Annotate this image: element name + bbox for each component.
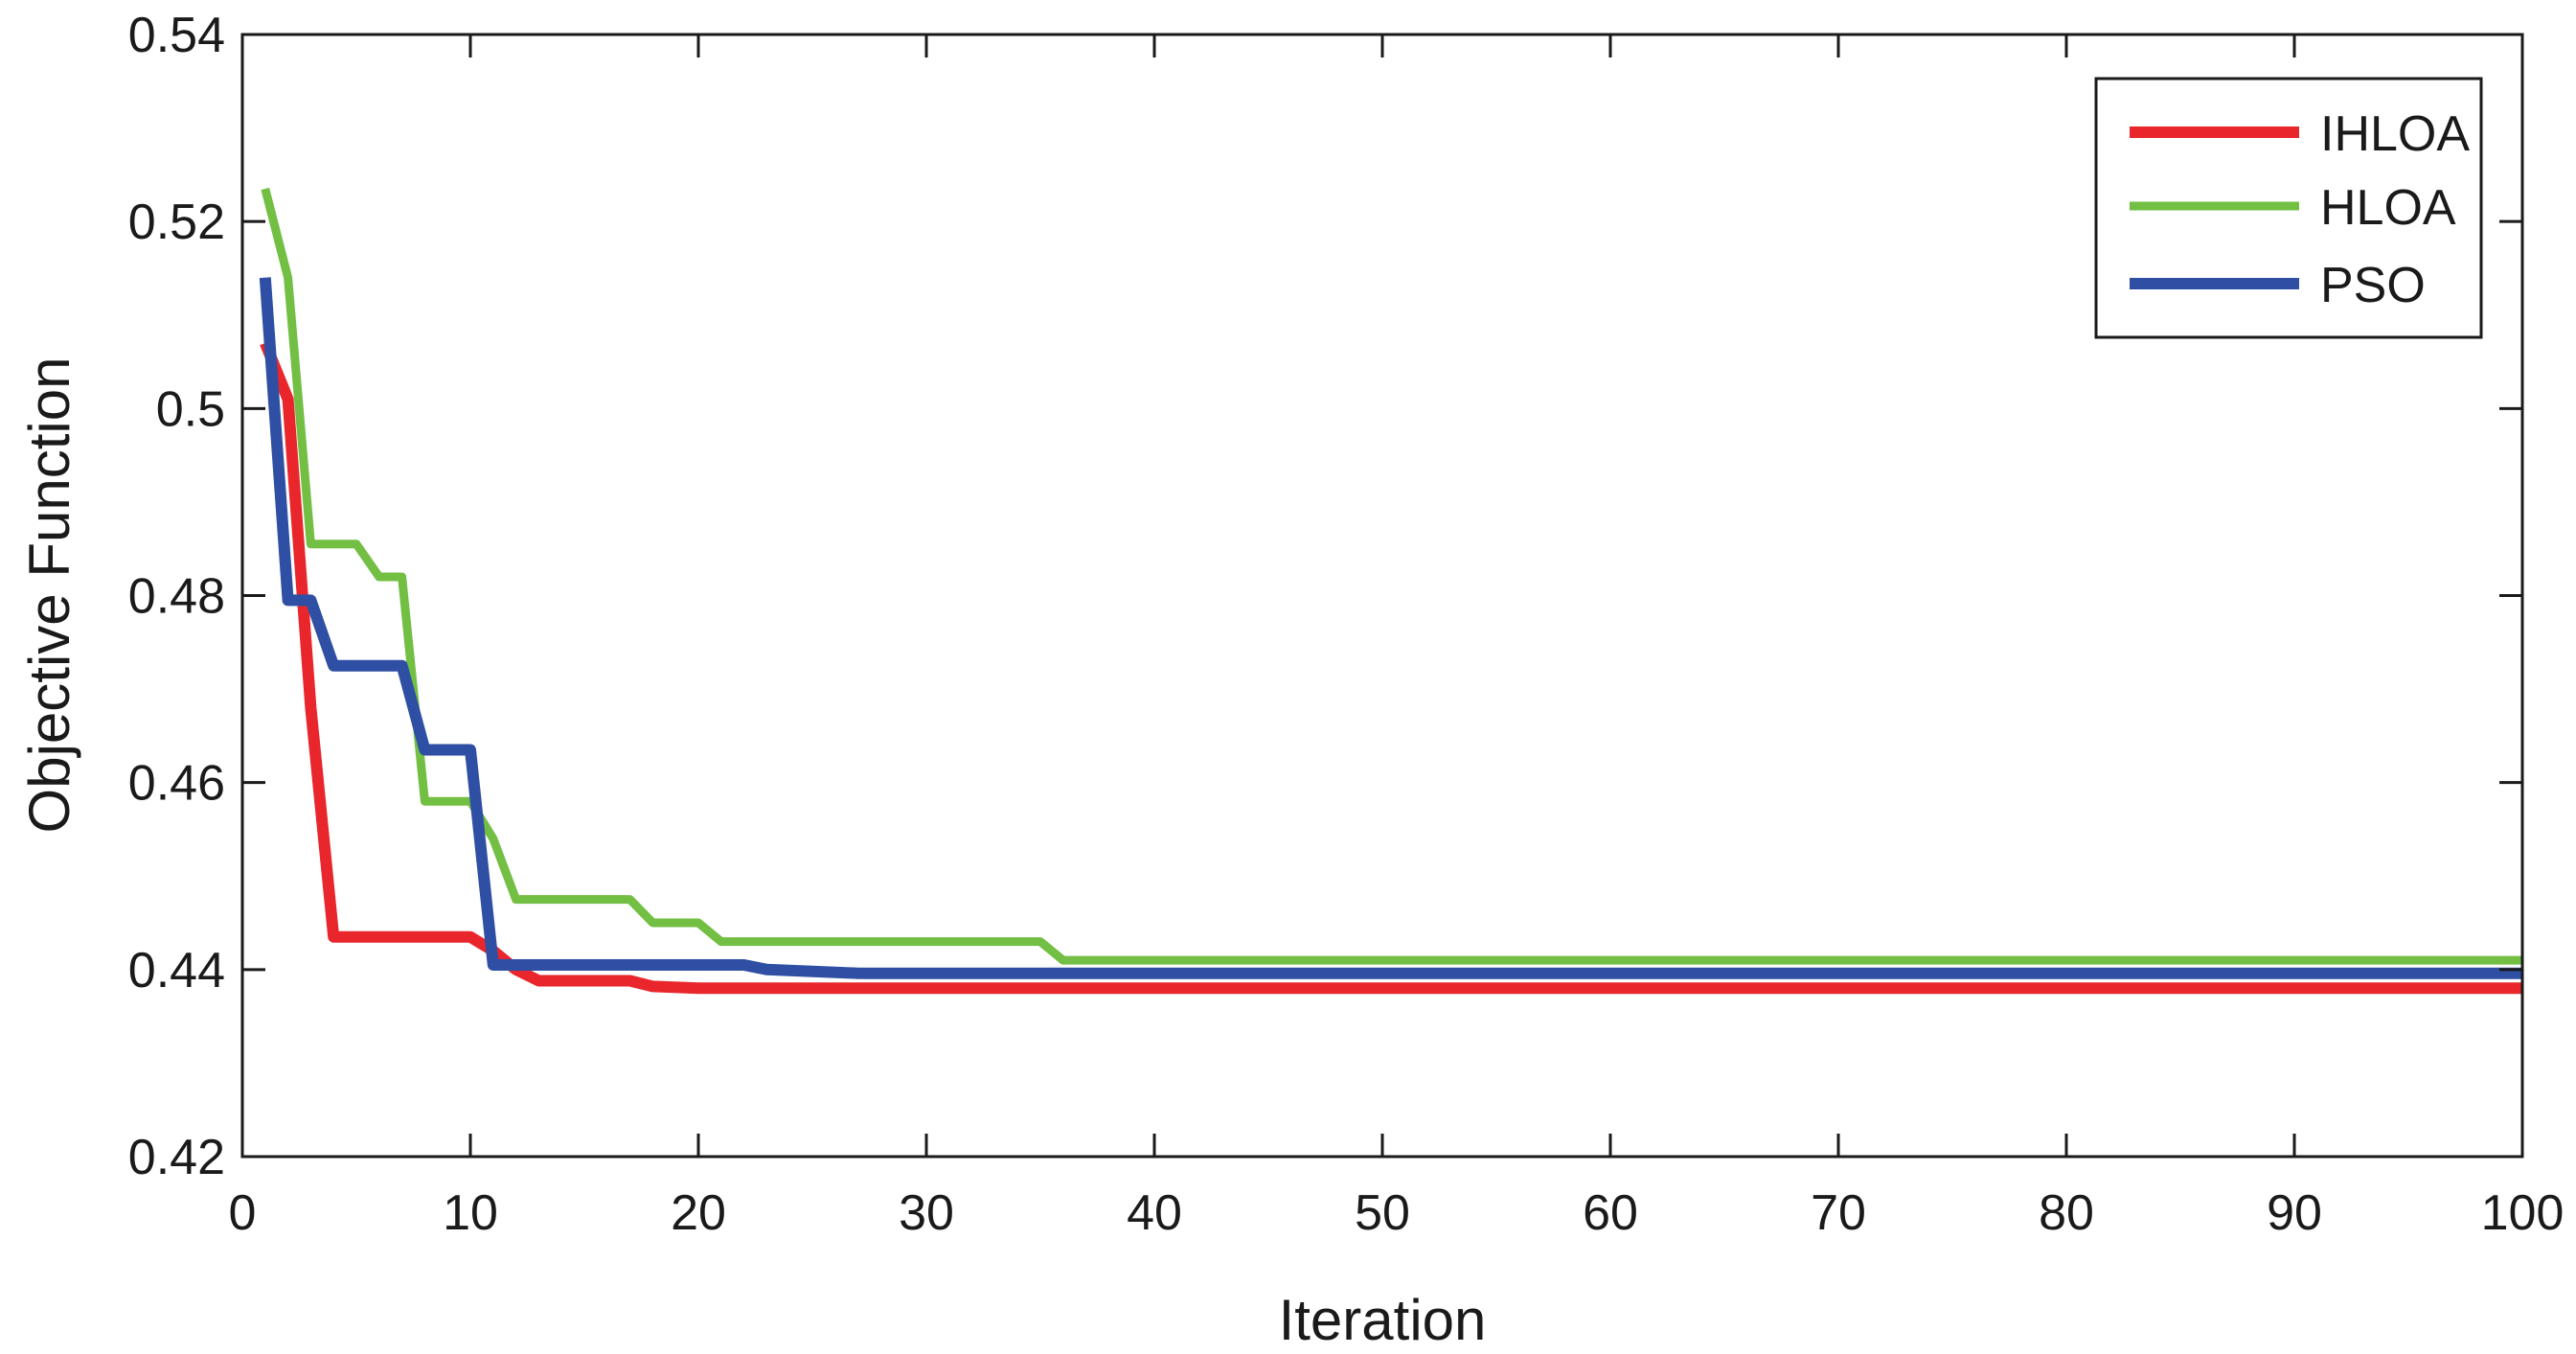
x-tick-label-80: 80 [2039, 1185, 2094, 1241]
legend-label-ihloa: IHLOA [2320, 106, 2470, 162]
y-tick-label-4: 0.5 [156, 381, 225, 437]
y-tick-label-5: 0.52 [128, 195, 225, 250]
x-tick-label-70: 70 [1811, 1185, 1866, 1241]
x-tick-label-60: 60 [1583, 1185, 1638, 1241]
x-tick-label-50: 50 [1355, 1185, 1410, 1241]
legend: IHLOA HLOA PSO [2094, 77, 2483, 339]
x-tick-label-20: 20 [671, 1185, 726, 1241]
x-axis-label: Iteration [1279, 1288, 1487, 1352]
x-tick-label-40: 40 [1127, 1185, 1182, 1241]
legend-label-hloa: HLOA [2320, 180, 2456, 236]
x-tick-label-90: 90 [2267, 1185, 2322, 1241]
series-line-hloa [261, 187, 2522, 965]
series-layer [259, 187, 2522, 995]
series-line-pso [259, 277, 2522, 979]
x-tick-label-0: 0 [229, 1185, 257, 1241]
y-tick-label-2: 0.46 [128, 756, 225, 812]
x-tick-label-100: 100 [2481, 1185, 2565, 1241]
y-axis-label: Objective Function [17, 357, 81, 834]
legend-label-pso: PSO [2320, 258, 2426, 313]
y-tick-label-6: 0.54 [128, 8, 225, 63]
y-tick-label-0: 0.42 [128, 1130, 225, 1185]
series-line-ihloa [260, 340, 2522, 995]
tick-layer: 0 10 20 30 40 50 60 70 80 90 100 0.42 0.44 0.46 0.48 0.… [128, 8, 2565, 1241]
y-tick-label-3: 0.48 [128, 569, 225, 625]
y-tick-label-1: 0.44 [128, 943, 225, 998]
x-tick-label-30: 30 [899, 1185, 954, 1241]
x-tick-label-10: 10 [443, 1185, 498, 1241]
